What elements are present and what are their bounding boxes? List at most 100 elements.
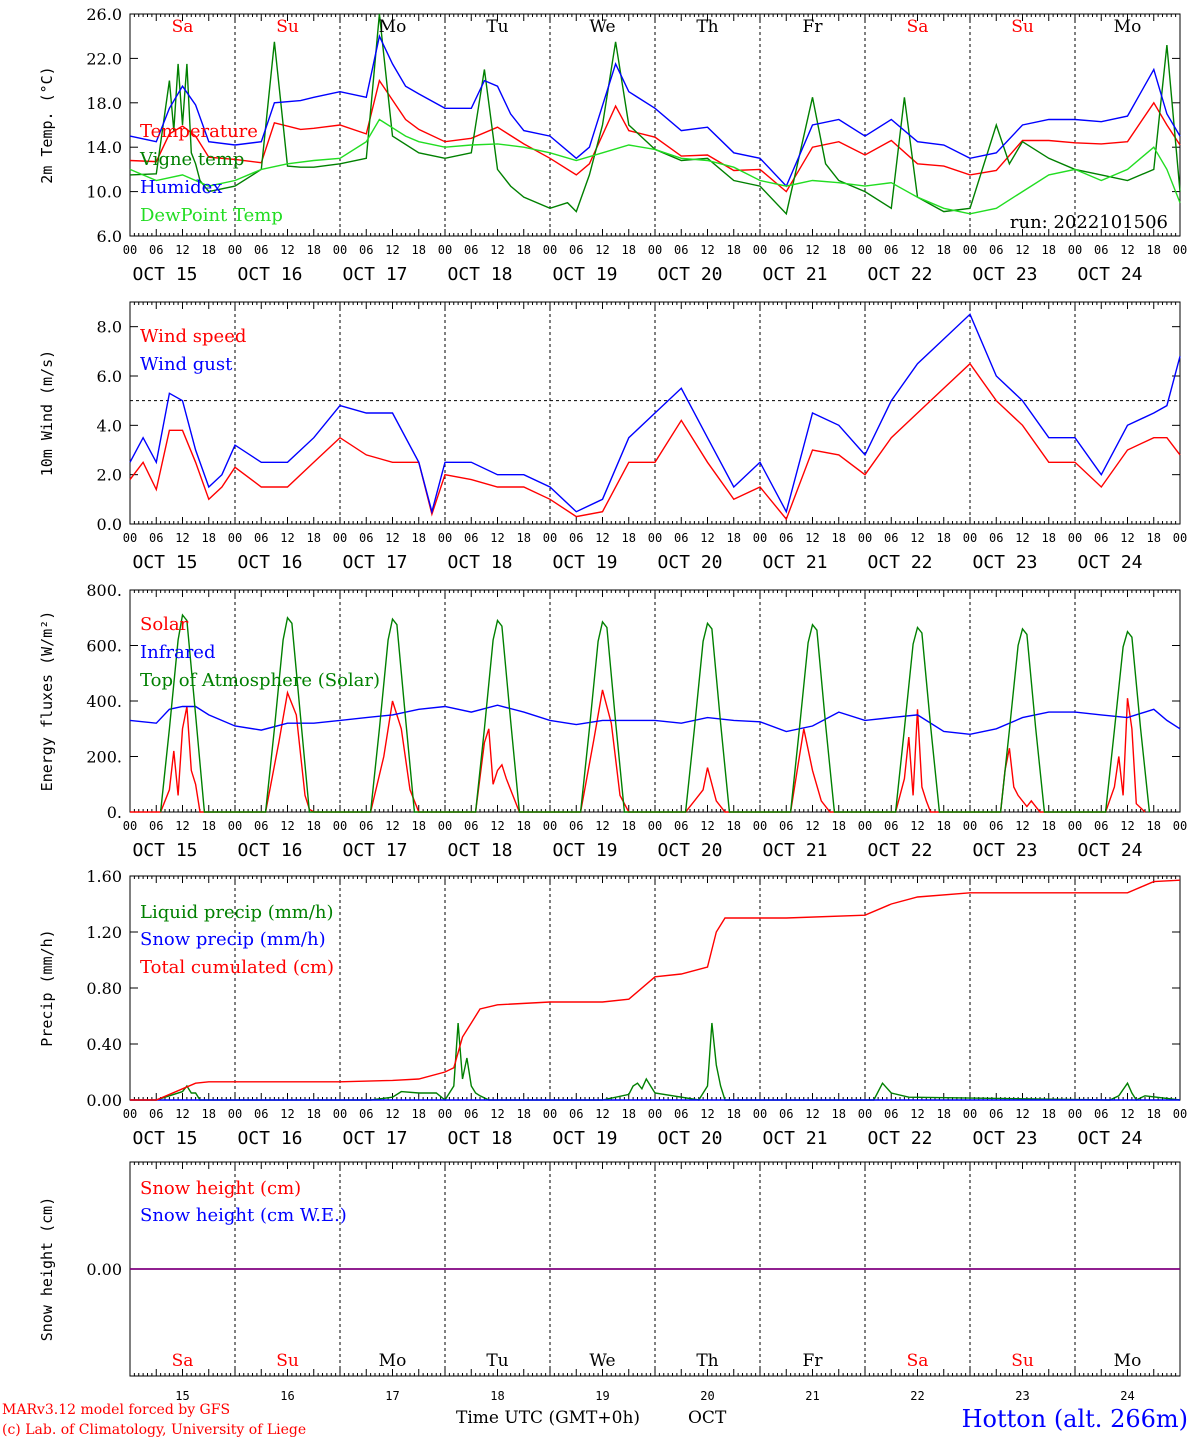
day-name-label: Th [696, 17, 718, 37]
hour-tick-label: 00 [753, 1107, 767, 1121]
date-label: OCT 23 [972, 840, 1037, 861]
date-label: OCT 20 [657, 552, 722, 573]
hour-tick-label: 18 [1147, 531, 1161, 545]
date-label: OCT 23 [972, 1128, 1037, 1149]
hour-tick-label: 18 [517, 531, 531, 545]
day-number-label: 16 [280, 1389, 294, 1403]
date-label: OCT 15 [132, 264, 197, 285]
y-tick-label: 0.80 [86, 979, 122, 998]
hour-tick-label: 18 [202, 531, 216, 545]
date-label: OCT 24 [1077, 840, 1142, 861]
day-name-label: Sa [907, 1351, 929, 1371]
hour-tick-label: 12 [385, 531, 399, 545]
hour-tick-label: 18 [937, 819, 951, 833]
hour-tick-label: 06 [464, 1107, 478, 1121]
hour-tick-label: 00 [648, 819, 662, 833]
date-label: OCT 16 [237, 552, 302, 573]
hour-tick-label: 06 [359, 531, 373, 545]
legend-entry: Humidex [140, 177, 222, 198]
hour-tick-label: 06 [464, 819, 478, 833]
hour-tick-label: 06 [254, 819, 268, 833]
hour-tick-label: 18 [1147, 243, 1161, 257]
day-name-label: We [589, 1351, 615, 1371]
hour-tick-label: 06 [464, 531, 478, 545]
hour-tick-label: 00 [963, 1107, 977, 1121]
hour-tick-label: 00 [1173, 243, 1187, 257]
hour-tick-label: 18 [412, 243, 426, 257]
hour-tick-label: 18 [727, 243, 741, 257]
date-label: OCT 17 [342, 264, 407, 285]
hour-tick-label: 12 [700, 243, 714, 257]
day-name-label: Mo [1114, 1351, 1142, 1371]
y-axis-label: Snow height (cm) [38, 1197, 56, 1342]
hour-tick-label: 06 [1094, 531, 1108, 545]
hour-tick-label: 00 [543, 531, 557, 545]
hour-tick-label: 18 [517, 819, 531, 833]
day-name-label: Sa [907, 17, 929, 37]
hour-tick-label: 06 [884, 819, 898, 833]
day-number-label: 20 [700, 1389, 714, 1403]
hour-tick-label: 12 [280, 243, 294, 257]
y-axis-label: 10m Wind (m/s) [38, 350, 56, 476]
day-name-label: Mo [379, 1351, 407, 1371]
date-label: OCT 17 [342, 840, 407, 861]
hour-tick-label: 06 [674, 1107, 688, 1121]
hour-tick-label: 06 [989, 1107, 1003, 1121]
day-name-label: We [589, 17, 615, 37]
series-line-temperature [129, 78, 1181, 193]
station-label: Hotton (alt. 266m) [962, 1405, 1188, 1433]
footer-credit: (c) Lab. of Climatology, University of L… [2, 1422, 306, 1438]
hour-tick-label: 12 [1015, 1107, 1029, 1121]
hour-tick-label: 18 [412, 1107, 426, 1121]
hour-tick-label: 00 [123, 243, 137, 257]
day-name-label: Su [1011, 17, 1034, 37]
panel-1: 26.0 22.0 18.0 14.0 10.0 6.0 2m Temp. (°C) Temp… [38, 5, 1187, 285]
hour-tick-label: 06 [254, 531, 268, 545]
hour-tick-label: 12 [175, 243, 189, 257]
hour-tick-label: 00 [543, 1107, 557, 1121]
date-label: OCT 24 [1077, 1128, 1142, 1149]
hour-tick-label: 12 [910, 1107, 924, 1121]
day-name-label: Su [276, 17, 299, 37]
hour-tick-label: 18 [1147, 1107, 1161, 1121]
legend-entry: DewPoint Temp [140, 205, 283, 226]
hour-tick-label: 00 [123, 531, 137, 545]
hour-tick-label: 00 [228, 819, 242, 833]
panel-3: 800. 600. 400. 200. 0. Energy fluxes (W/m²) So… [38, 581, 1187, 861]
hour-tick-label: 00 [963, 819, 977, 833]
day-name-label: Mo [1114, 17, 1142, 37]
hour-tick-label: 18 [1147, 819, 1161, 833]
day-name-label: Fr [803, 1351, 824, 1371]
date-label: OCT 21 [762, 264, 827, 285]
hour-tick-label: 18 [832, 243, 846, 257]
hour-tick-label: 12 [385, 819, 399, 833]
date-label: OCT 15 [132, 1128, 197, 1149]
hour-tick-label: 12 [385, 243, 399, 257]
date-label: OCT 16 [237, 264, 302, 285]
hour-tick-label: 12 [700, 531, 714, 545]
date-label: OCT 18 [447, 552, 512, 573]
y-tick-label: 1.60 [86, 867, 122, 886]
hour-tick-label: 06 [1094, 1107, 1108, 1121]
day-name-label: Th [696, 1351, 718, 1371]
y-tick-label: 800. [86, 581, 122, 600]
hour-tick-label: 18 [412, 819, 426, 833]
hour-tick-label: 12 [1120, 819, 1134, 833]
legend-entry: Top of Atmosphere (Solar) [140, 670, 380, 691]
hour-tick-label: 12 [175, 531, 189, 545]
hour-tick-label: 06 [569, 531, 583, 545]
hour-tick-label: 18 [622, 531, 636, 545]
hour-tick-label: 18 [622, 243, 636, 257]
series-line-solar [130, 689, 1146, 813]
hour-tick-label: 12 [490, 243, 504, 257]
date-label: OCT 20 [657, 840, 722, 861]
hour-tick-label: 12 [700, 819, 714, 833]
y-tick-label: 6.0 [97, 227, 122, 246]
hour-tick-label: 18 [727, 531, 741, 545]
series-line-wind-gust [129, 313, 1181, 515]
panel-2: 8.0 6.0 4.0 2.0 0.0 10m Wind (m/s) Wind speed W… [38, 301, 1187, 573]
date-label: OCT 24 [1077, 264, 1142, 285]
day-name-label: Fr [803, 17, 824, 37]
date-label: OCT 18 [447, 1128, 512, 1149]
day-number-label: 23 [1015, 1389, 1029, 1403]
